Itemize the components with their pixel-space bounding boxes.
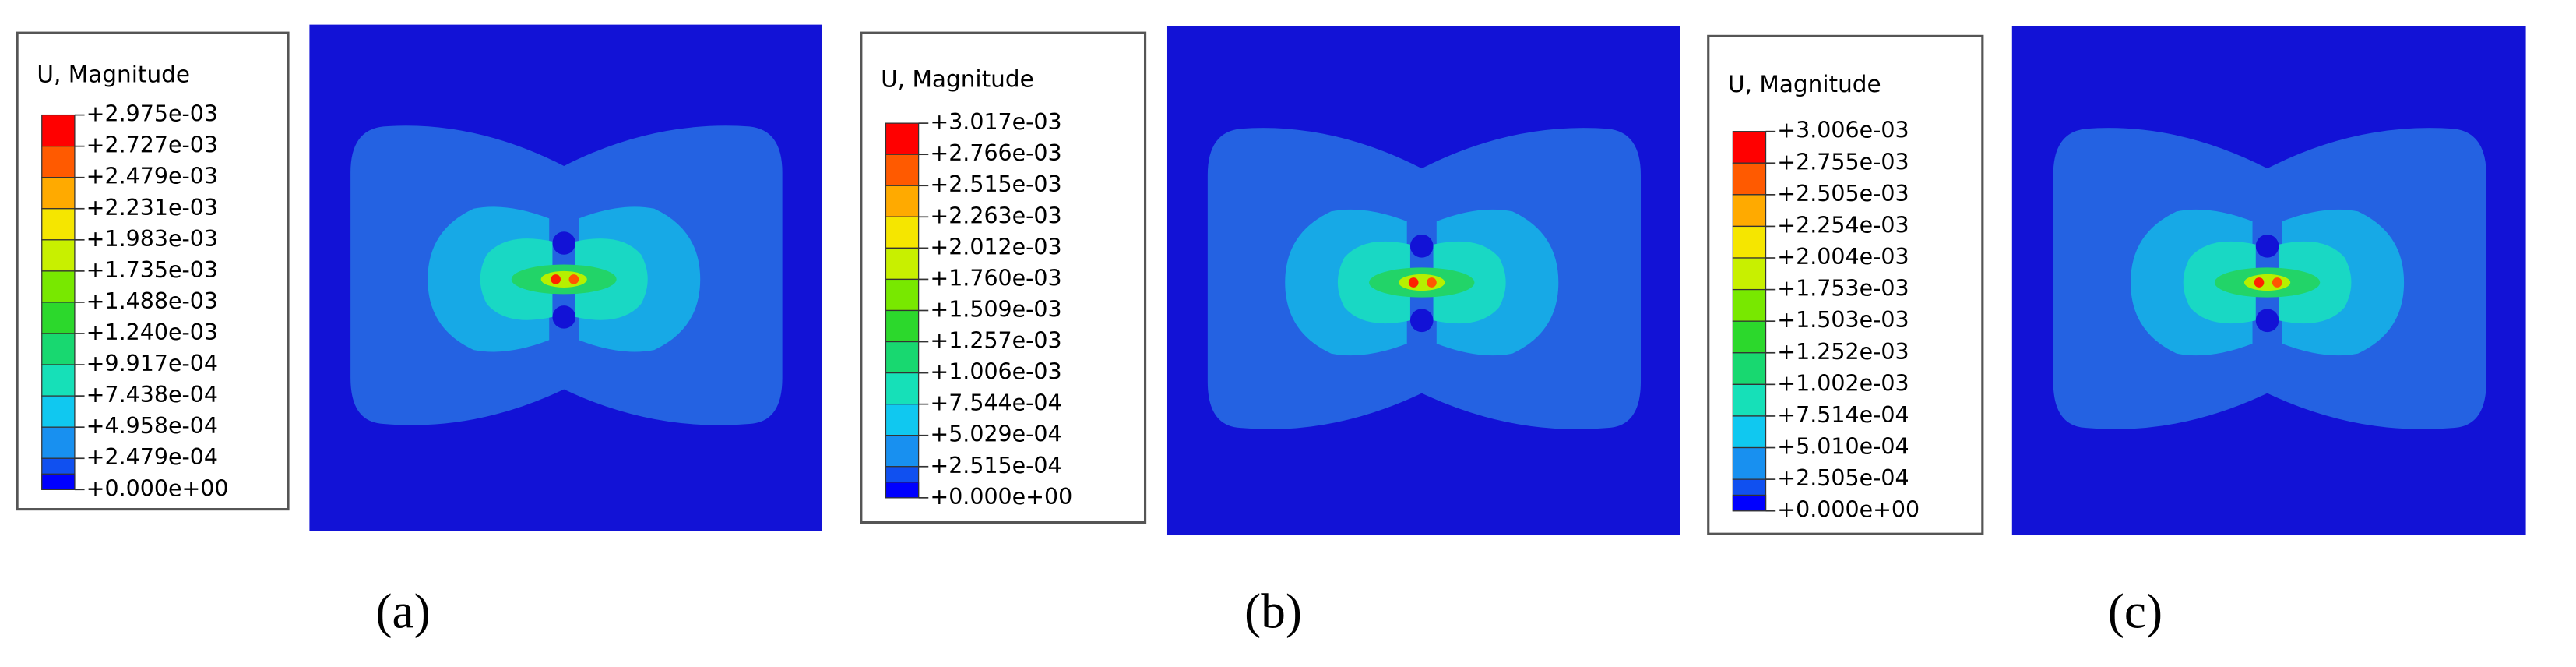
color-band <box>885 372 920 405</box>
legend-label: +2.505e-04 <box>1777 465 1909 491</box>
legend-label: +2.479e-03 <box>86 164 218 189</box>
color-band <box>41 333 76 365</box>
color-band <box>1732 162 1767 196</box>
color-band <box>885 154 920 186</box>
color-band <box>885 122 920 155</box>
legend-label: +2.975e-03 <box>86 101 218 127</box>
legend-label: +0.000e+00 <box>1777 497 1920 523</box>
legend-label: +2.263e-03 <box>930 203 1061 228</box>
color-band <box>41 270 76 303</box>
color-band <box>41 426 76 459</box>
color-band <box>1732 194 1767 228</box>
color-band <box>41 114 76 147</box>
contour-plot <box>1166 26 1680 536</box>
legend-label: +2.766e-03 <box>930 140 1061 166</box>
color-band <box>885 278 920 312</box>
legend-label: +2.004e-03 <box>1777 244 1909 270</box>
color-band <box>885 404 920 436</box>
color-band <box>885 482 920 499</box>
legend-label: +1.240e-03 <box>86 319 218 345</box>
legend-label: +2.755e-03 <box>1777 149 1909 175</box>
color-band <box>41 473 76 490</box>
legend-label: +5.010e-04 <box>1777 434 1909 460</box>
color-band <box>1732 320 1767 354</box>
color-band <box>41 302 76 334</box>
legend-label: +1.006e-03 <box>930 359 1061 385</box>
legend-label: +1.983e-03 <box>86 226 218 252</box>
legend-label: +2.254e-03 <box>1777 212 1909 238</box>
panel-caption: (b) <box>1244 584 1302 638</box>
legend-label: +2.505e-03 <box>1777 181 1909 206</box>
legend-label: +5.029e-04 <box>930 422 1061 447</box>
legend-label: +4.958e-04 <box>86 413 218 439</box>
color-band <box>885 309 920 343</box>
color-band <box>1732 352 1767 385</box>
color-band <box>885 216 920 249</box>
color-band <box>41 395 76 428</box>
legend-title: U, Magnitude <box>37 61 190 87</box>
legend-label: +1.753e-03 <box>1777 276 1909 302</box>
color-band <box>1732 415 1767 449</box>
color-band <box>1732 257 1767 291</box>
legend-label: +2.727e-03 <box>86 132 218 158</box>
legend-label: +2.515e-04 <box>930 453 1061 478</box>
legend-label: +9.917e-04 <box>86 351 218 376</box>
color-band <box>1732 131 1767 164</box>
legend-label: +2.479e-04 <box>86 444 218 470</box>
legend-label: +0.000e+00 <box>86 475 229 501</box>
legend-label: +2.515e-03 <box>930 171 1061 197</box>
color-band <box>41 364 76 397</box>
legend-label: +1.503e-03 <box>1777 307 1909 333</box>
color-band <box>41 208 76 241</box>
color-band <box>1732 446 1767 480</box>
legend-label: +1.257e-03 <box>930 328 1061 354</box>
color-band <box>41 146 76 178</box>
legend-label: +1.509e-03 <box>930 296 1061 322</box>
legend-label: +1.735e-03 <box>86 257 218 283</box>
panel-caption: (c) <box>2108 584 2163 638</box>
color-band <box>885 185 920 217</box>
color-band <box>885 341 920 374</box>
legend-label: +3.006e-03 <box>1777 118 1909 143</box>
legend-label: +7.438e-04 <box>86 382 218 408</box>
color-band <box>1732 494 1767 512</box>
legend-label: +0.000e+00 <box>930 484 1072 510</box>
color-band <box>885 247 920 281</box>
color-band <box>1732 225 1767 259</box>
color-band <box>1732 288 1767 322</box>
contour-plot <box>309 24 822 531</box>
panel-caption: (a) <box>375 584 430 638</box>
legend-label: +1.760e-03 <box>930 265 1061 291</box>
color-band <box>885 435 920 468</box>
color-band <box>41 239 76 272</box>
legend-title: U, Magnitude <box>1728 71 1881 97</box>
legend-label: +1.002e-03 <box>1777 370 1909 396</box>
color-band <box>1732 383 1767 417</box>
legend-label: +7.544e-04 <box>930 390 1061 416</box>
legend-label: +1.252e-03 <box>1777 339 1909 365</box>
legend-label: +1.488e-03 <box>86 288 218 314</box>
color-band <box>41 177 76 210</box>
contour-plot <box>2011 26 2526 536</box>
legend-label: +7.514e-04 <box>1777 402 1909 428</box>
legend-label: +2.012e-03 <box>930 234 1061 259</box>
legend-label: +3.017e-03 <box>930 109 1061 135</box>
legend-title: U, Magnitude <box>881 66 1034 93</box>
legend-label: +2.231e-03 <box>86 195 218 221</box>
